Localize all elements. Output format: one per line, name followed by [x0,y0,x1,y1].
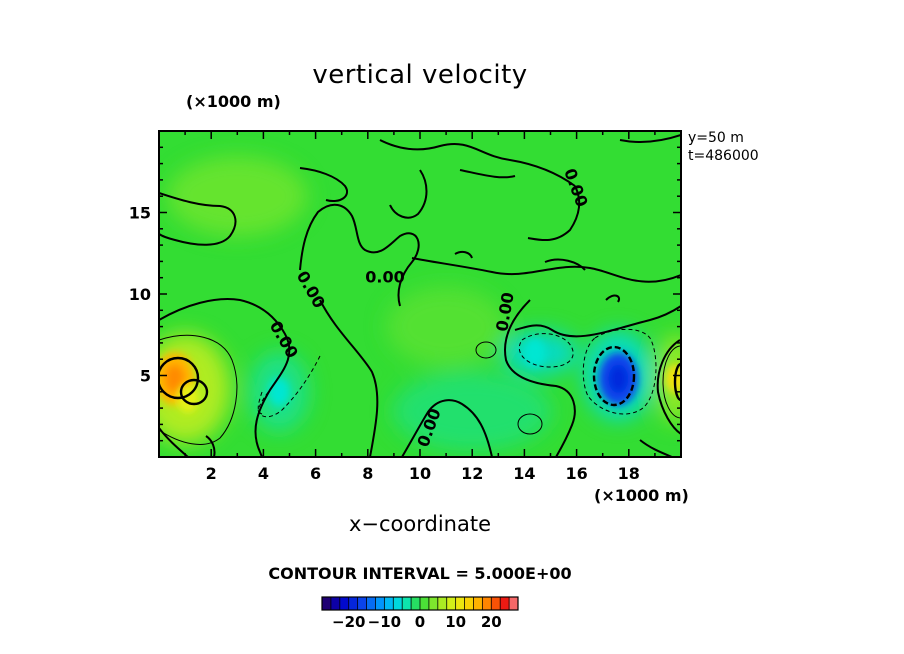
axis-ticks [159,131,681,457]
negative-contours [257,328,657,418]
x-tick-label: 8 [362,464,373,483]
contour-line [459,169,516,179]
contour-line [379,139,576,187]
y-position-annotation: y=50 m [688,130,744,146]
x-tick-label: 14 [513,464,535,483]
x-tick-label: 16 [565,464,587,483]
colorbar-swatch [482,597,492,610]
contour-line [159,298,291,457]
colorbar-swatch [473,597,483,610]
colorbar-swatch [348,597,359,610]
contour-line [257,355,321,418]
contour-interval-label: CONTOUR INTERVAL = 5.000E+00 [268,564,572,583]
colorbar-tick-label: 10 [445,613,466,631]
contour-line [159,356,200,400]
field-region [386,286,507,367]
contour-line [514,305,681,338]
colorbar-tick-label: 20 [481,613,502,631]
colorbar-swatch [509,597,519,610]
contour-line [179,378,209,406]
x-tick-label: 12 [461,464,483,483]
colorbar-swatch [402,597,412,610]
y-tick-label: 5 [140,367,151,386]
colorbar-swatch [357,597,368,610]
zero-contours [159,134,681,457]
contour-line [159,192,237,246]
contour-line [389,169,428,219]
colorbar-tick-label: −10 [368,613,401,631]
axis-tick-labels: 2 4 6 8 10 12 14 16 18 5 10 15 [129,204,640,484]
colorbar-swatch [322,597,332,610]
contour-line [605,294,620,303]
colorbar-swatch [411,597,421,610]
colorbar-swatch [384,597,394,610]
contour-line [257,391,263,415]
x-tick-label: 10 [409,464,431,483]
contour-line [673,362,681,402]
colorbar-swatch [366,597,376,610]
colorbar-swatch [455,597,466,610]
contour-line [475,341,497,359]
contour-line [656,339,681,435]
contour-line [592,345,636,407]
contour-label: 0.00 [365,268,404,287]
colorbar-tick-label: −20 [332,613,365,631]
colorbar-tick-labels: −20 −10 0 10 20 [332,613,502,631]
colorbar-swatch [330,597,341,610]
contour-line [518,333,574,368]
colorbar [321,596,519,611]
contour-line [544,258,586,271]
contour-line [639,439,673,457]
y-tick-label: 15 [129,204,151,223]
x-tick-label: 4 [258,464,269,483]
colorbar-swatch [339,597,350,610]
field-core-peak [608,364,629,394]
field-core [524,338,546,368]
colorbar-swatch [491,597,501,610]
contour-line [527,185,581,242]
colorbar-swatch [393,597,403,610]
colorbar-swatch [437,597,448,610]
field-region [167,156,308,237]
colorbar-swatch [428,597,439,610]
y-axis-unit: (×1000 m) [186,92,281,111]
contour-line [159,334,238,445]
colorbar-tick-label: 0 [415,613,425,631]
chart-title: vertical velocity [312,60,528,90]
contour-line [662,345,681,419]
time-annotation: t=486000 [688,148,759,164]
contour-line [411,257,681,283]
contour-line [401,399,493,457]
colorbar-frame [321,596,519,611]
contour-line [454,250,473,259]
contour-line [504,299,576,457]
x-axis-label: x−coordinate [348,512,492,536]
x-tick-label: 18 [618,464,640,483]
contour-line [299,167,348,202]
contour-line [299,203,420,307]
field-core-peak [164,364,185,394]
contour-line [619,134,681,144]
colorbar-swatch [375,597,385,610]
colorbar-swatch [446,597,457,610]
colorbar-swatch [464,597,474,610]
x-tick-label: 2 [206,464,217,483]
x-tick-label: 6 [310,464,321,483]
contour-line [582,328,657,415]
colorbar-swatch [420,597,430,610]
positive-contours [159,334,681,445]
contour-line [517,413,543,435]
contour-line [319,299,379,457]
contour-line [205,435,216,457]
y-tick-label: 10 [129,285,151,304]
colorbar-swatch [500,597,510,610]
field-core [268,377,290,407]
x-axis-unit: (×1000 m) [594,486,689,505]
